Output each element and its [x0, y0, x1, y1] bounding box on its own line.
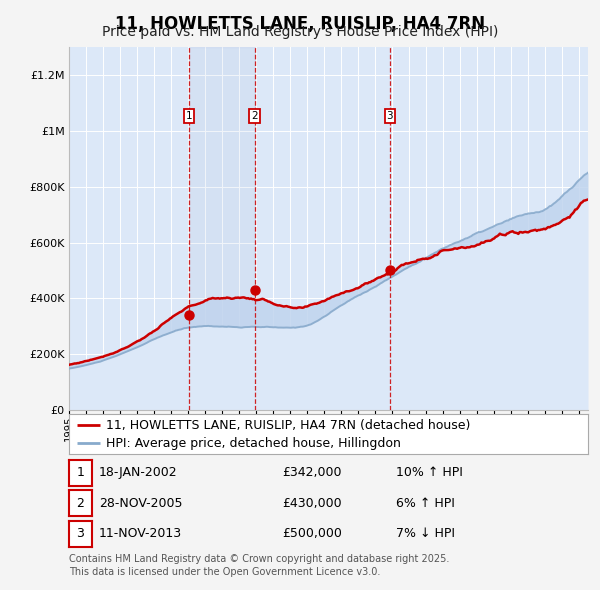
Text: 28-NOV-2005: 28-NOV-2005	[99, 497, 182, 510]
Text: 1: 1	[185, 111, 192, 121]
Text: 3: 3	[386, 111, 393, 121]
Text: HPI: Average price, detached house, Hillingdon: HPI: Average price, detached house, Hill…	[106, 437, 401, 450]
Text: 11, HOWLETTS LANE, RUISLIP, HA4 7RN: 11, HOWLETTS LANE, RUISLIP, HA4 7RN	[115, 15, 485, 33]
Text: 10% ↑ HPI: 10% ↑ HPI	[396, 466, 463, 479]
Text: 11-NOV-2013: 11-NOV-2013	[99, 527, 182, 540]
Text: 11, HOWLETTS LANE, RUISLIP, HA4 7RN (detached house): 11, HOWLETTS LANE, RUISLIP, HA4 7RN (det…	[106, 418, 471, 431]
Text: 2: 2	[76, 497, 85, 510]
Text: 1: 1	[76, 466, 85, 479]
Bar	[189, 47, 254, 410]
Text: £342,000: £342,000	[282, 466, 341, 479]
Text: 2: 2	[251, 111, 258, 121]
Text: 6% ↑ HPI: 6% ↑ HPI	[396, 497, 455, 510]
Text: 3: 3	[76, 527, 85, 540]
Text: Price paid vs. HM Land Registry's House Price Index (HPI): Price paid vs. HM Land Registry's House …	[102, 25, 498, 40]
Text: Contains HM Land Registry data © Crown copyright and database right 2025.
This d: Contains HM Land Registry data © Crown c…	[69, 554, 449, 577]
Text: 7% ↓ HPI: 7% ↓ HPI	[396, 527, 455, 540]
Text: 18-JAN-2002: 18-JAN-2002	[99, 466, 178, 479]
Text: £500,000: £500,000	[282, 527, 342, 540]
Text: £430,000: £430,000	[282, 497, 341, 510]
